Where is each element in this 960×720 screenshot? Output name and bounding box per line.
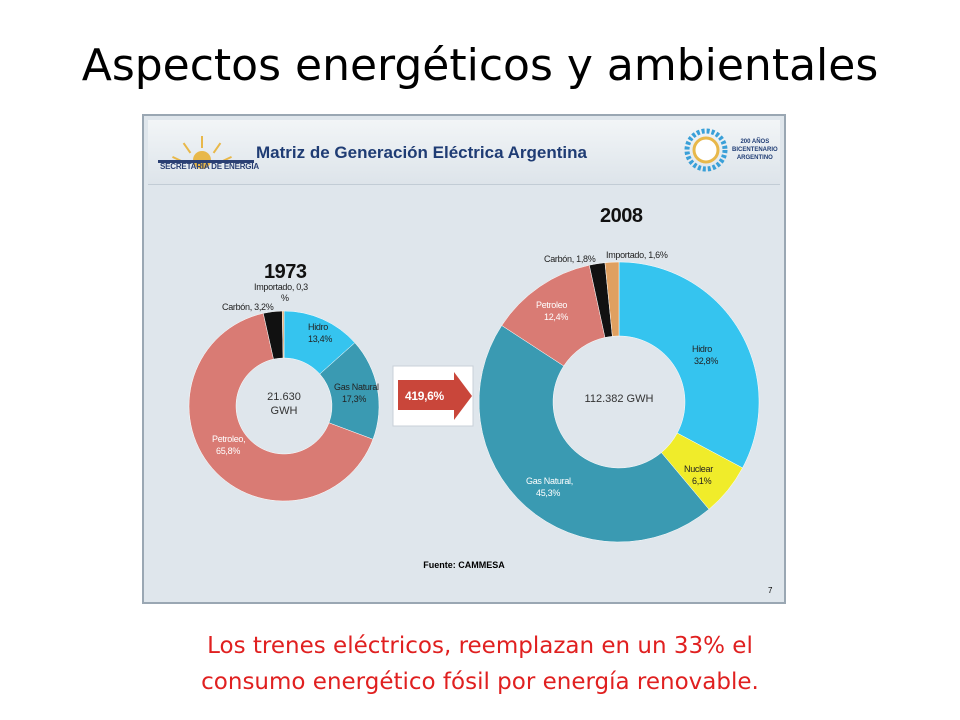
bicentenario-text: 200 AÑOS BICENTENARIO ARGENTINO (732, 138, 778, 162)
year-label-1973: 1973 (264, 261, 307, 283)
label-2008-gas-pct: 45,3% (536, 488, 560, 498)
slide-caption: Los trenes eléctricos, reemplazan en un … (60, 628, 900, 700)
label-2008-importado: Importado, 1,6% (606, 250, 668, 260)
label-1973-gas: Gas Natural (334, 382, 379, 392)
year-label-2008: 2008 (600, 205, 643, 227)
label-1973-importado: Importado, 0,3 (254, 282, 308, 292)
label-2008-hidro-pct: 32,8% (694, 356, 718, 366)
panel-page-number: 7 (768, 586, 773, 595)
label-1973-gas-pct: 17,3% (342, 394, 366, 404)
label-1973-hidro: Hidro (308, 322, 328, 332)
bicentenario-line-3: ARGENTINO (736, 155, 773, 161)
label-2008-gas: Gas Natural, (526, 476, 573, 486)
center-label-2008: 112.382 GWH (585, 393, 654, 405)
center-label-1973-unit: GWH (271, 405, 298, 417)
label-2008-nuclear-pct: 6,1% (692, 476, 712, 486)
label-2008-carbon: Carbón, 1,8% (544, 254, 596, 264)
caption-line-2: consumo energético fósil por energía ren… (201, 669, 759, 695)
slice-2008-hidro (618, 261, 760, 469)
label-2008-hidro: Hidro (692, 344, 712, 354)
secretaria-logo-text: SECRETARIA DE ENERGIA (160, 162, 259, 171)
caption-line-1: Los trenes eléctricos, reemplazan en un … (207, 633, 753, 659)
growth-arrow: 419,6% (392, 365, 474, 427)
chart-header-title: Matriz de Generación Eléctrica Argentina (256, 143, 587, 162)
donut-chart-2008 (478, 261, 760, 543)
embedded-chart-panel: SECRETARIA DE ENERGIA Matriz de Generaci… (142, 114, 786, 604)
bicentenario-line-2: BICENTENARIO (732, 147, 778, 153)
label-1973-hidro-pct: 13,4% (308, 334, 332, 344)
label-2008-petroleo-pct: 12,4% (544, 312, 568, 322)
label-1973-carbon: Carbón, 3,2% (222, 302, 274, 312)
slide-title: Aspectos energéticos y ambientales (81, 40, 879, 91)
bicentenario-seal-icon (684, 128, 728, 172)
chart-header-banner: SECRETARIA DE ENERGIA Matriz de Generaci… (148, 120, 780, 185)
bicentenario-line-1: 200 AÑOS (740, 139, 770, 145)
donut-charts: 419,6% 1973 Importado, 0,3 % Carbón, 3,2… (188, 205, 760, 543)
label-1973-importado-pct: % (281, 293, 289, 303)
donut-chart-1973 (188, 310, 380, 502)
label-1973-petroleo: Petroleo, (212, 434, 245, 444)
source-note: Fuente: CAMMESA (423, 560, 505, 570)
slice-1973-petroleo (188, 312, 374, 502)
growth-arrow-label: 419,6% (405, 389, 445, 403)
label-2008-nuclear: Nuclear (684, 464, 713, 474)
label-2008-petroleo: Petroleo (536, 300, 567, 310)
sun-logo-icon (158, 136, 254, 169)
arrow-shape (398, 372, 472, 420)
center-label-1973-value: 21.630 (267, 391, 301, 403)
slice-2008-importado (604, 261, 620, 337)
slice-1973-importado (281, 310, 285, 359)
slice-2008-gas-natural (478, 325, 710, 543)
label-1973-petroleo-pct: 65,8% (216, 446, 240, 456)
